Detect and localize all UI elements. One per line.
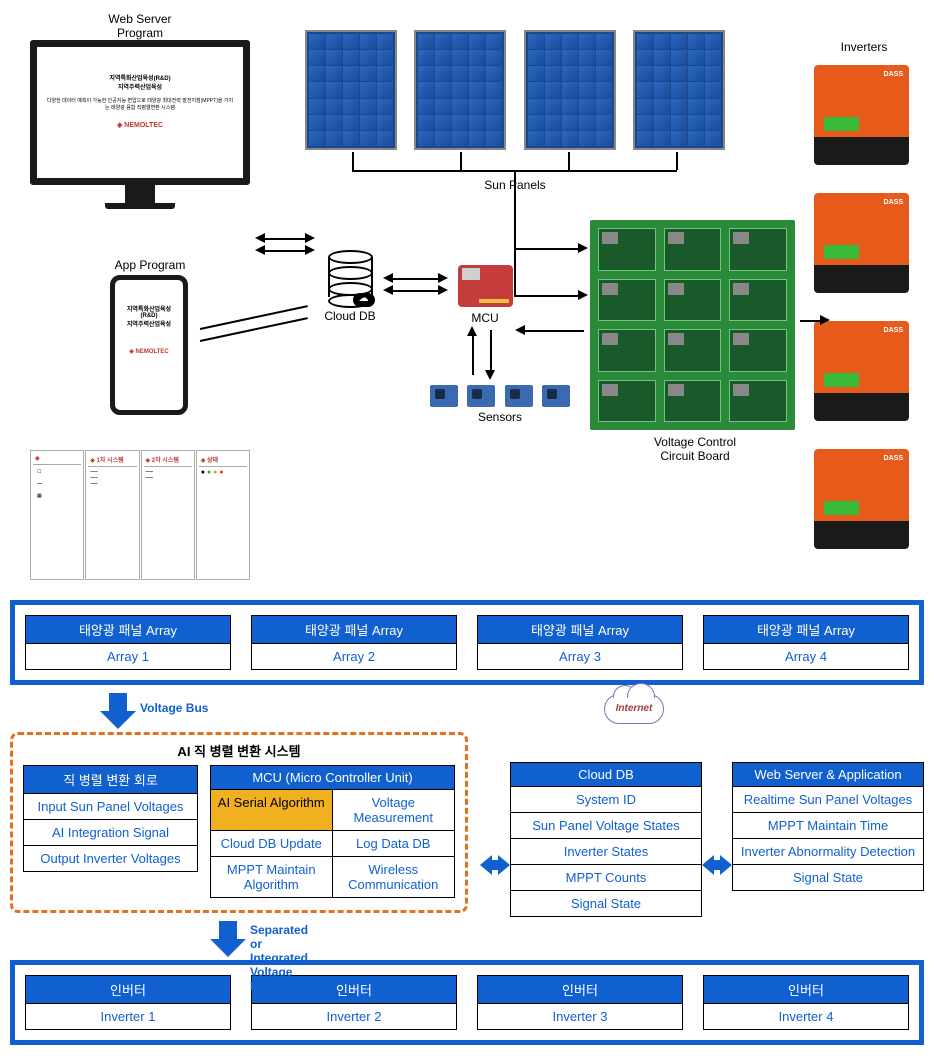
array-box: 태양광 패널 Array Array 3	[477, 615, 683, 670]
inverter-box: 인버터 Inverter 3	[477, 975, 683, 1030]
app-label: App Program	[110, 258, 190, 272]
inverters-label: Inverters	[829, 40, 899, 54]
array-box: 태양광 패널 Array Array 2	[251, 615, 457, 670]
mcu-box: MCU (Micro Controller Unit) AI Serial Al…	[210, 765, 455, 898]
webserver-box: Web Server & Application Realtime Sun Pa…	[732, 762, 924, 891]
solar-panels	[305, 30, 725, 150]
clouddb-box: Cloud DB System ID Sun Panel Voltage Sta…	[510, 762, 702, 917]
solar-panel-icon	[633, 30, 725, 150]
bi-arrow-icon	[480, 855, 510, 875]
array-box: 태양광 패널 Array Array 1	[25, 615, 231, 670]
block-diagram: 태양광 패널 Array Array 1 태양광 패널 Array Array …	[10, 600, 924, 1045]
board-label: Voltage Control Circuit Board	[630, 435, 760, 463]
phone-icon: 지역특화산업육성(R&D) 지역주력산업육성 ◈ NEMOLTEC	[110, 275, 188, 415]
inverters-container: 인버터 Inverter 1 인버터 Inverter 2 인버터 Invert…	[10, 960, 924, 1045]
down-arrow-icon: Voltage Bus	[100, 693, 135, 728]
mcu-icon: MCU	[450, 265, 520, 325]
solar-panel-icon	[414, 30, 506, 150]
arrays-container: 태양광 패널 Array Array 1 태양광 패널 Array Array …	[10, 600, 924, 685]
sensor-icon	[505, 385, 533, 407]
down-arrow-icon: Separated or Integrated Voltage Bus	[210, 921, 245, 956]
solar-panel-icon	[305, 30, 397, 150]
internet-cloud-icon: Internet	[604, 694, 669, 734]
inverter-box: 인버터 Inverter 4	[703, 975, 909, 1030]
sensor-icon	[542, 385, 570, 407]
sensors	[430, 385, 570, 407]
inverter-box: 인버터 Inverter 1	[25, 975, 231, 1030]
inverter-icon	[814, 321, 909, 421]
monitor-icon: 지역특화산업육성(R&D) 지역주력산업육성 다양한 데이터 예측이 가능한 인…	[30, 40, 250, 209]
array-box: 태양광 패널 Array Array 4	[703, 615, 909, 670]
web-server-label: Web Server Program	[90, 12, 190, 40]
sensor-icon	[467, 385, 495, 407]
inverter-icon	[814, 193, 909, 293]
inverter-icon	[814, 65, 909, 165]
sensor-icon	[430, 385, 458, 407]
hardware-diagram: Web Server Program 지역특화산업육성(R&D) 지역주력산업육…	[10, 10, 924, 600]
solar-panel-icon	[524, 30, 616, 150]
clouddb-icon: ☁ Cloud DB	[320, 250, 380, 323]
ai-system-box: AI 직 병렬 변환 시스템 직 병렬 변환 회로 Input Sun Pane…	[10, 732, 468, 913]
conversion-circuit-box: 직 병렬 변환 회로 Input Sun Panel Voltages AI I…	[23, 765, 198, 872]
inverter-icon	[814, 449, 909, 549]
circuit-board-icon	[590, 220, 795, 430]
bi-arrow-icon	[702, 855, 732, 875]
sensors-label: Sensors	[470, 410, 530, 424]
report-tables-icon: ◈☐⎯⎯▦ ◈ 1차 시스템⎯⎯⎯⎯⎯⎯⎯⎯⎯ ◈ 2차 시스템⎯⎯⎯⎯⎯⎯ ◈…	[30, 450, 250, 580]
